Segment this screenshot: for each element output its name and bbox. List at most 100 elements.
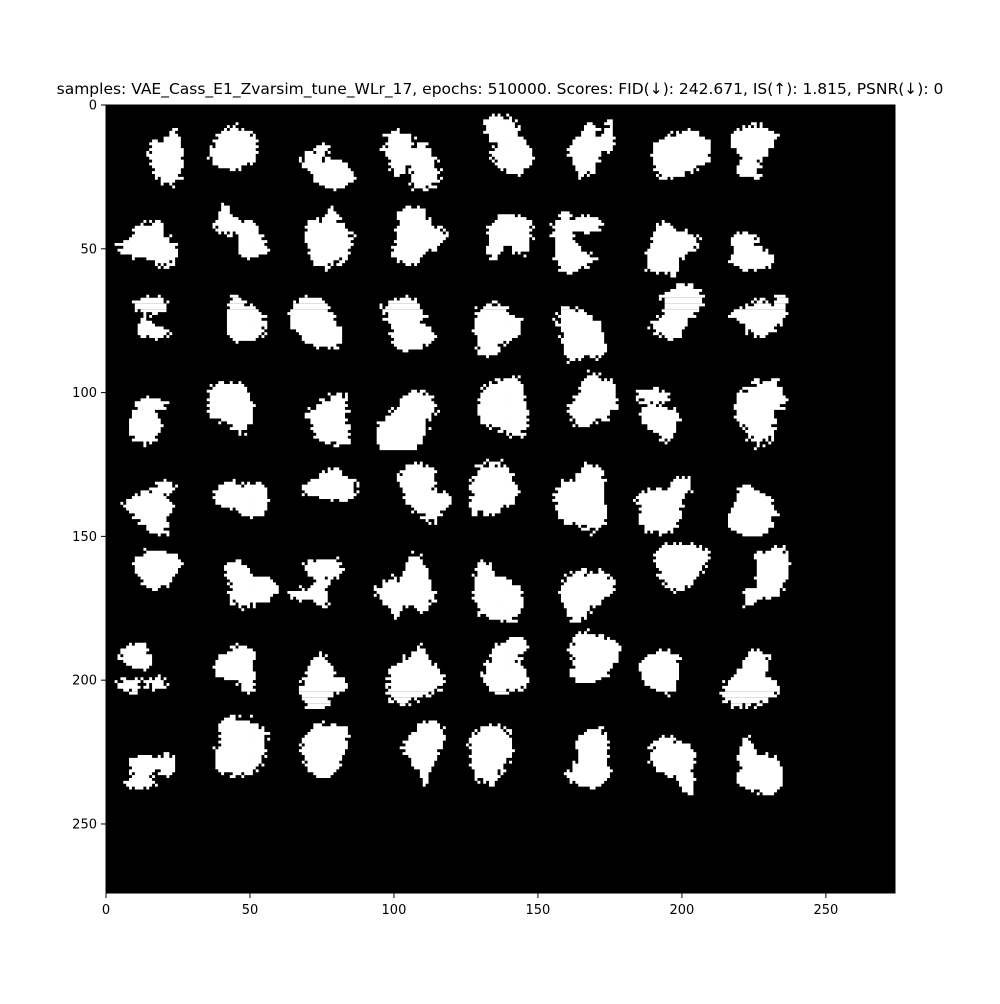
sample-tile <box>301 467 360 502</box>
sample-tile <box>563 726 613 790</box>
x-tick-label: 200 <box>669 903 694 918</box>
sample-tile <box>632 475 694 537</box>
sample-tile <box>552 461 608 537</box>
sample-pixels <box>396 461 452 525</box>
sample-pixels <box>304 392 351 448</box>
sample-tile <box>635 386 682 445</box>
sample-pixels <box>650 128 711 180</box>
sample-pixels <box>131 294 173 341</box>
sample-pixels <box>647 734 697 796</box>
sample-pixels <box>376 389 441 451</box>
sample-pixels <box>379 294 438 353</box>
sample-tile <box>399 720 446 787</box>
sample-pixels <box>379 128 443 192</box>
sample-pixels <box>298 720 351 778</box>
sample-tile <box>212 642 256 695</box>
sample-tile <box>226 294 268 344</box>
sample-pixels <box>206 122 259 172</box>
sample-tile <box>552 306 608 364</box>
sample-tile <box>129 395 170 448</box>
sample-pixels <box>566 628 622 684</box>
sample-pixels <box>391 205 449 267</box>
sample-tile <box>644 220 703 278</box>
sample-pixels <box>114 642 170 695</box>
plot-frame <box>105 104 896 894</box>
sample-pixels <box>632 475 694 537</box>
sample-pixels <box>477 375 530 439</box>
sample-tile <box>131 294 173 341</box>
sample-tile <box>558 568 616 623</box>
sample-pixels <box>298 651 348 709</box>
sample-tile <box>298 142 357 192</box>
sample-pixels <box>719 648 780 709</box>
sample-tile <box>477 375 530 439</box>
y-tick-label: 150 <box>72 530 97 545</box>
sample-pixels <box>733 378 789 451</box>
sample-tile <box>131 547 184 592</box>
y-tick-label: 200 <box>72 674 97 689</box>
sample-tile <box>379 294 438 353</box>
y-tick-label: 100 <box>72 386 97 401</box>
y-axis: 0 50 100 150 200 250 <box>72 99 106 832</box>
sample-tile <box>653 542 711 594</box>
sample-pixels <box>212 202 271 261</box>
sample-pixels <box>727 231 775 272</box>
sample-tile <box>742 545 792 609</box>
sample-tiles <box>114 113 792 796</box>
sample-pixels <box>635 386 682 445</box>
sample-pixels <box>226 294 268 344</box>
sample-pixels <box>206 381 256 436</box>
sample-tile <box>287 556 345 609</box>
sample-pixels <box>552 306 608 364</box>
sample-tile <box>224 559 279 612</box>
sample-pixels <box>644 220 703 278</box>
sample-tile <box>304 392 351 448</box>
sample-tile <box>647 283 705 341</box>
sample-pixels <box>465 723 515 787</box>
sample-tile <box>483 113 536 177</box>
sample-tile <box>206 381 256 436</box>
sample-pixels <box>730 122 780 180</box>
sample-pixels <box>129 395 170 448</box>
sample-pixels <box>647 283 705 341</box>
sample-tile <box>727 294 789 338</box>
sample-tile <box>719 648 780 709</box>
sample-tile <box>736 734 783 796</box>
sample-tile <box>733 378 789 451</box>
sample-tile <box>391 205 449 267</box>
sample-tile <box>379 128 443 192</box>
sample-tile <box>727 484 780 537</box>
sample-tile <box>566 628 622 684</box>
sample-tile <box>727 231 775 272</box>
sample-tile <box>480 637 530 695</box>
sample-pixels <box>483 113 536 177</box>
x-axis: 0 50 100 150 200 250 <box>102 893 838 918</box>
sample-pixels <box>301 467 360 502</box>
x-tick-label: 50 <box>242 903 259 918</box>
sample-pixels <box>468 458 521 517</box>
sample-pixels <box>566 369 619 428</box>
sample-tile <box>468 458 521 517</box>
sample-tile <box>120 478 178 537</box>
sample-pixels <box>399 720 446 787</box>
sample-pixels <box>114 220 178 269</box>
sample-pixels <box>146 128 184 189</box>
sample-tile <box>638 648 682 698</box>
sample-tile <box>123 752 176 790</box>
sample-tile <box>298 651 348 709</box>
x-tick-label: 100 <box>382 903 407 918</box>
x-tick-label: 150 <box>526 903 551 918</box>
sample-pixels <box>131 547 184 592</box>
sample-pixels <box>736 734 783 796</box>
sample-pixels <box>638 648 682 698</box>
x-tick-label: 0 <box>102 903 110 918</box>
y-tick-label: 250 <box>72 817 97 832</box>
sample-tile <box>549 211 605 275</box>
sample-pixels <box>212 478 271 520</box>
sample-tile <box>471 559 524 623</box>
sample-pixels <box>373 550 438 620</box>
sample-tile <box>566 369 619 428</box>
sample-tile <box>730 122 780 180</box>
sample-pixels <box>123 752 176 790</box>
